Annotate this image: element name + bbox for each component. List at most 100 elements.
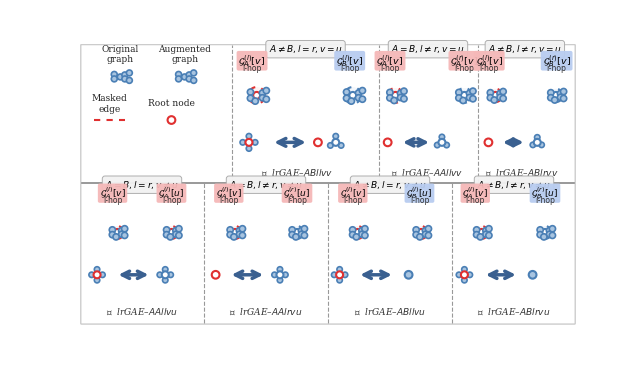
Circle shape	[552, 92, 559, 99]
Circle shape	[165, 226, 178, 239]
Circle shape	[444, 142, 449, 148]
Circle shape	[236, 227, 243, 234]
Text: Original
graph: Original graph	[102, 45, 139, 64]
Circle shape	[111, 226, 124, 239]
Circle shape	[246, 134, 252, 139]
Circle shape	[186, 72, 192, 78]
Circle shape	[384, 138, 392, 146]
Circle shape	[456, 89, 462, 96]
Circle shape	[127, 77, 132, 83]
Circle shape	[392, 92, 399, 99]
Circle shape	[461, 92, 468, 99]
Text: ⑦  lrGAE–⁠$ABllvu$: ⑦ lrGAE–⁠$ABllvu$	[354, 307, 426, 317]
Circle shape	[547, 231, 552, 237]
Circle shape	[89, 272, 94, 277]
Circle shape	[530, 142, 536, 147]
Text: $\mathcal{G}_A^{(r)}[v]$: $\mathcal{G}_A^{(r)}[v]$	[451, 53, 479, 69]
Circle shape	[349, 227, 356, 233]
Circle shape	[259, 90, 266, 96]
Circle shape	[332, 272, 337, 277]
Circle shape	[497, 91, 503, 97]
Circle shape	[557, 94, 564, 100]
Circle shape	[239, 233, 246, 238]
Circle shape	[547, 227, 552, 234]
Circle shape	[486, 233, 492, 238]
Circle shape	[168, 116, 175, 124]
Circle shape	[228, 226, 241, 239]
Circle shape	[391, 97, 397, 104]
Text: $\mathcal{G}_A^{(l)}[v]$: $\mathcal{G}_A^{(l)}[v]$	[216, 185, 242, 201]
Circle shape	[232, 229, 239, 236]
Circle shape	[111, 76, 117, 82]
Circle shape	[561, 95, 566, 101]
Circle shape	[362, 233, 368, 238]
Circle shape	[342, 272, 348, 277]
Circle shape	[538, 226, 552, 239]
Text: l-hop: l-hop	[219, 196, 239, 205]
Circle shape	[186, 76, 192, 82]
Text: r-hop: r-hop	[547, 64, 566, 73]
Circle shape	[111, 72, 117, 77]
Circle shape	[359, 227, 365, 234]
Circle shape	[114, 229, 121, 236]
Circle shape	[483, 231, 489, 237]
Circle shape	[467, 90, 472, 96]
Circle shape	[467, 95, 472, 101]
Circle shape	[557, 91, 564, 97]
Text: l-hop: l-hop	[410, 196, 429, 205]
Circle shape	[173, 227, 179, 234]
Circle shape	[401, 96, 407, 102]
Circle shape	[175, 76, 182, 82]
Text: $\mathcal{G}_A^{(l)}[v]$: $\mathcal{G}_A^{(l)}[v]$	[462, 185, 488, 201]
Circle shape	[277, 267, 283, 272]
Circle shape	[488, 89, 502, 102]
Text: r-hop: r-hop	[535, 196, 555, 205]
Circle shape	[486, 226, 492, 232]
Text: $\mathcal{G}_A^{(l)}[v]$: $\mathcal{G}_A^{(l)}[v]$	[239, 53, 266, 69]
Text: l-hop: l-hop	[103, 196, 122, 205]
Circle shape	[353, 234, 360, 240]
Circle shape	[236, 231, 243, 237]
Circle shape	[415, 226, 428, 239]
Circle shape	[422, 227, 429, 234]
Circle shape	[539, 142, 545, 147]
Circle shape	[173, 231, 179, 237]
Circle shape	[487, 90, 493, 96]
Circle shape	[252, 98, 259, 104]
Circle shape	[276, 271, 284, 278]
Circle shape	[240, 140, 246, 145]
Circle shape	[292, 234, 299, 240]
Circle shape	[168, 229, 175, 236]
Circle shape	[277, 277, 283, 283]
Circle shape	[118, 231, 125, 237]
Circle shape	[212, 271, 220, 278]
Circle shape	[176, 226, 182, 232]
Circle shape	[354, 229, 361, 236]
Circle shape	[426, 226, 431, 232]
Circle shape	[298, 231, 305, 237]
Circle shape	[301, 233, 308, 238]
Circle shape	[314, 138, 322, 146]
Circle shape	[355, 90, 362, 96]
Circle shape	[537, 231, 543, 238]
Text: l-hop: l-hop	[243, 64, 262, 73]
Circle shape	[397, 90, 404, 96]
Circle shape	[484, 138, 492, 146]
Circle shape	[500, 88, 506, 95]
Circle shape	[470, 96, 476, 102]
Text: $\mathcal{G}_A^{(l)}[v]$: $\mathcal{G}_A^{(l)}[v]$	[376, 53, 404, 69]
Circle shape	[289, 231, 295, 238]
Circle shape	[283, 272, 288, 277]
Circle shape	[259, 95, 266, 101]
Circle shape	[417, 229, 424, 236]
Circle shape	[122, 76, 128, 82]
Circle shape	[182, 74, 188, 80]
Text: l-hop: l-hop	[465, 196, 485, 205]
Circle shape	[359, 231, 365, 237]
Circle shape	[541, 234, 547, 240]
Circle shape	[474, 227, 480, 233]
Text: l-hop: l-hop	[479, 64, 499, 73]
Circle shape	[118, 227, 125, 234]
Circle shape	[439, 134, 445, 140]
Text: Root node: Root node	[148, 99, 195, 108]
